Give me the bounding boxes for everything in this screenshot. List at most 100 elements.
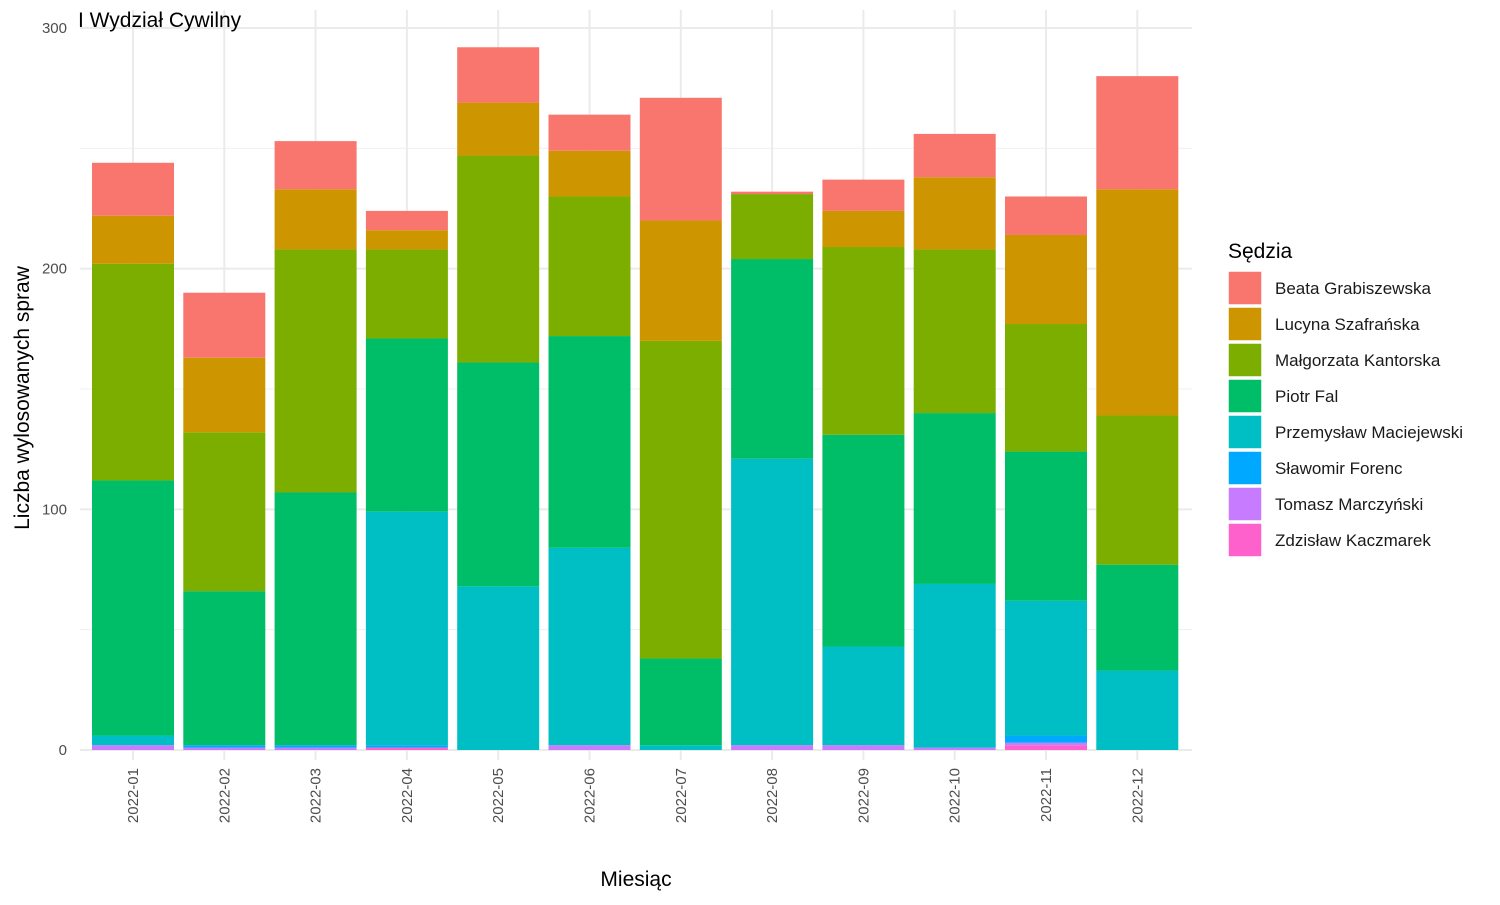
bar-segment	[183, 591, 266, 746]
y-tick-label: 200	[42, 261, 67, 278]
x-tick-label: 2022-10	[947, 768, 964, 823]
bar-segment	[1005, 196, 1087, 235]
bar-segment	[639, 220, 722, 341]
bar-segment	[731, 458, 814, 746]
bar-segment	[92, 263, 174, 481]
bar-segment	[548, 150, 631, 197]
legend-swatch	[1227, 450, 1263, 486]
x-tick-label: 2022-12	[1129, 768, 1146, 823]
bar-segment	[1005, 600, 1087, 736]
bar-segment	[913, 583, 996, 748]
bar-segment	[548, 114, 631, 151]
legend-label: Beata Grabiszewska	[1275, 279, 1431, 298]
x-tick-label: 2022-05	[490, 768, 507, 823]
bar-segment	[365, 249, 448, 339]
bar-segment	[548, 547, 631, 746]
y-axis-title: Liczba wylosowanych spraw	[11, 265, 34, 530]
bar-segment	[913, 133, 996, 178]
bar-segment	[274, 747, 357, 750]
legend: Beata Grabiszewska Lucyna Szafrańska Małgo…	[1227, 270, 1463, 558]
legend-swatch	[1227, 306, 1263, 342]
bar-segment	[365, 210, 448, 231]
bar-segment	[183, 745, 266, 748]
bar-segment	[183, 432, 266, 592]
bar-segment	[365, 230, 448, 250]
bar-segment	[548, 196, 631, 337]
bar-segment	[822, 434, 905, 647]
x-tick-label: 2022-07	[673, 768, 690, 823]
bar-segment	[457, 102, 540, 156]
x-tick-label: 2022-03	[308, 768, 325, 823]
legend-label: Małgorzata Kantorska	[1275, 351, 1441, 370]
bar-segment	[1005, 324, 1087, 452]
legend-label: Sławomir Forenc	[1275, 459, 1403, 478]
bar-segment	[913, 177, 996, 250]
bar-segment	[92, 745, 174, 750]
bar-segment	[92, 735, 174, 746]
bar-segment	[1096, 670, 1179, 750]
bar-segment	[731, 191, 814, 195]
bar-segment	[365, 747, 448, 750]
bar-segment	[457, 586, 540, 750]
bar-segment	[1005, 742, 1087, 746]
bar-segment	[274, 189, 357, 250]
x-axis-ticks: 2022-01 2022-02 2022-03 2022-04 2022-05 2022-…	[125, 768, 1146, 823]
bar-segment	[913, 413, 996, 584]
bar-segment	[92, 162, 174, 216]
bar-segment	[913, 249, 996, 414]
x-tick-label: 2022-08	[764, 768, 781, 823]
y-axis-ticks: 0 100 200 300	[42, 20, 67, 759]
legend-title: Sędzia	[1228, 240, 1293, 263]
bar-segment	[1005, 735, 1087, 743]
legend-swatch	[1227, 486, 1263, 522]
legend-swatch	[1227, 414, 1263, 450]
bar-segment	[731, 259, 814, 459]
bar-segment	[1005, 234, 1087, 325]
x-tick-label: 2022-04	[399, 768, 416, 823]
bar-segment	[92, 480, 174, 736]
bar-segment	[822, 247, 905, 435]
bar-segment	[731, 194, 814, 260]
legend-swatch	[1227, 378, 1263, 414]
x-tick-label: 2022-01	[125, 768, 142, 823]
legend-label: Piotr Fal	[1275, 387, 1338, 406]
bar-segment	[639, 97, 722, 221]
x-axis-title: Miesiąc	[600, 868, 671, 891]
legend-label: Zdzisław Kaczmarek	[1275, 531, 1431, 550]
bar-segment	[1096, 76, 1179, 190]
legend-label: Tomasz Marczyński	[1275, 495, 1423, 514]
bar-segment	[365, 511, 448, 746]
bar-segment	[365, 745, 448, 748]
bar-segment	[913, 747, 996, 750]
bar-segment	[1005, 451, 1087, 601]
legend-swatch	[1227, 342, 1263, 378]
bar-segment	[822, 646, 905, 746]
bar-segment	[365, 338, 448, 512]
bar-segment	[183, 747, 266, 750]
bar-segment	[92, 215, 174, 264]
x-tick-label: 2022-06	[582, 768, 599, 823]
x-tick-label: 2022-02	[216, 768, 233, 823]
bar-segment	[822, 745, 905, 750]
bar-segment	[548, 745, 631, 750]
bar-segment	[274, 745, 357, 748]
bars	[92, 47, 1179, 750]
legend-swatch	[1227, 522, 1263, 558]
bar-segment	[822, 179, 905, 211]
bar-segment	[457, 155, 540, 363]
x-tick-label: 2022-11	[1038, 768, 1055, 822]
bar-segment	[1096, 564, 1179, 671]
bar-segment	[639, 745, 722, 750]
bar-segment	[548, 336, 631, 548]
bar-segment	[639, 340, 722, 659]
bar-segment	[1096, 415, 1179, 565]
bar-segment	[457, 362, 540, 587]
bar-segment	[822, 210, 905, 248]
bar-segment	[731, 745, 814, 750]
bar-segment	[183, 357, 266, 433]
x-tick-label: 2022-09	[855, 768, 872, 823]
bar-segment	[1005, 745, 1087, 750]
bar-segment	[457, 47, 540, 103]
